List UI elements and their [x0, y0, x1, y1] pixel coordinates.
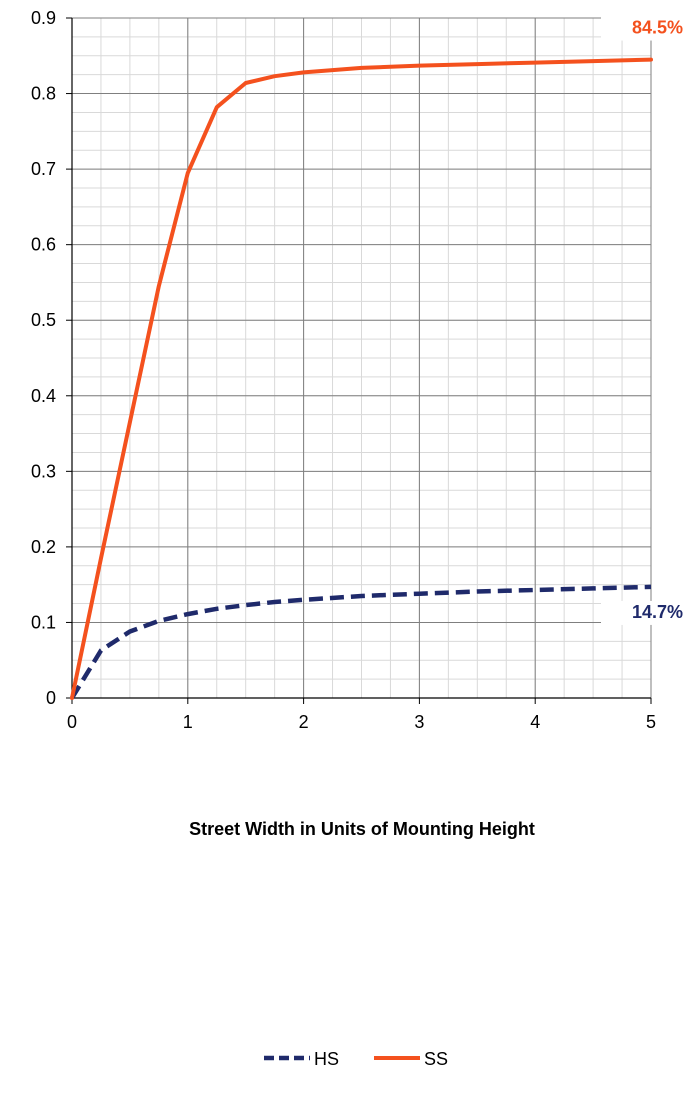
- y-tick-label: 0: [46, 688, 56, 708]
- end-label-bg-hs: [601, 600, 689, 625]
- x-tick-label: 2: [299, 712, 309, 732]
- series-lines: [70, 57, 653, 700]
- x-tick-label: 3: [414, 712, 424, 732]
- end-label-hs: 14.7%: [632, 602, 683, 622]
- y-tick-label: 0.3: [31, 461, 56, 481]
- y-tick-label: 0.9: [31, 8, 56, 28]
- end-label-bg-ss: [601, 16, 689, 41]
- end-label-ss: 84.5%: [632, 18, 683, 38]
- x-tick-label: 5: [646, 712, 656, 732]
- y-tick-label: 0.5: [31, 310, 56, 330]
- x-tick-label: 4: [530, 712, 540, 732]
- series-line-hs: [70, 584, 652, 700]
- y-tick-label: 0.6: [31, 235, 56, 255]
- x-tick-label: 0: [67, 712, 77, 732]
- series-line-ss: [70, 57, 653, 700]
- x-tick-labels: 0 1 2 3 4 5: [67, 712, 656, 732]
- y-tick-label: 0.1: [31, 612, 56, 632]
- axes: [66, 17, 652, 704]
- y-tick-label: 0.2: [31, 537, 56, 557]
- legend: HS SS: [264, 1049, 448, 1069]
- end-labels: 14.7% 84.5%: [601, 16, 689, 625]
- legend-label-hs: HS: [314, 1049, 339, 1069]
- y-tick-label: 0.4: [31, 386, 56, 406]
- x-axis-title: Street Width in Units of Mounting Height: [189, 819, 535, 839]
- y-tick-labels: 0 0.1 0.2 0.3 0.4 0.5 0.6 0.7 0.8 0.9: [31, 8, 56, 708]
- legend-label-ss: SS: [424, 1049, 448, 1069]
- y-tick-label: 0.8: [31, 84, 56, 104]
- y-tick-label: 0.7: [31, 159, 56, 179]
- x-tick-label: 1: [183, 712, 193, 732]
